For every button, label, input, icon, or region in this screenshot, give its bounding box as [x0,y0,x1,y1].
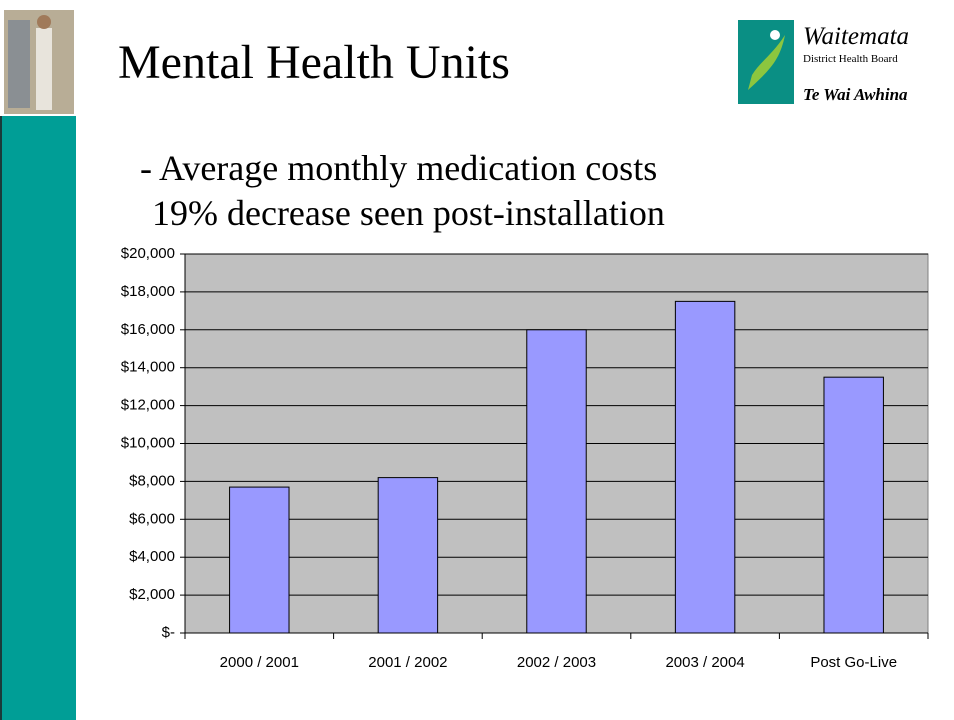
x-tick-label: Post Go-Live [810,654,897,671]
photo [4,10,74,114]
x-tick-label: 2003 / 2004 [665,654,744,671]
logo-name: Waitemata [803,23,909,50]
subtitle: 19% decrease seen post-installation [152,193,665,233]
logo-motto: Te Wai Awhina [803,85,908,104]
x-tick-label: 2000 / 2001 [220,654,299,671]
bar [377,477,439,634]
bar [526,329,587,634]
y-tick-label: $10,000 [121,434,175,451]
y-tick-label: $- [162,624,175,641]
logo-org: District Health Board [803,53,898,65]
bar [823,376,884,634]
subtitle: - Average monthly medication costs [140,148,657,188]
x-tick-label: 2002 / 2003 [517,654,596,671]
logo [738,20,794,104]
bar [229,486,290,634]
x-tick-label: 2001 / 2002 [368,654,447,671]
y-tick-label: $18,000 [121,283,175,300]
chart-title: Mental Health Units [118,36,510,89]
y-tick-label: $20,000 [121,245,175,262]
side-band [0,116,76,720]
y-tick-label: $16,000 [121,321,175,338]
bar [674,300,736,634]
y-tick-label: $8,000 [129,472,175,489]
y-tick-label: $12,000 [121,397,175,414]
y-tick-label: $2,000 [129,586,175,603]
y-tick-label: $6,000 [129,510,175,527]
y-tick-label: $14,000 [121,359,175,376]
y-tick-label: $4,000 [129,548,175,565]
